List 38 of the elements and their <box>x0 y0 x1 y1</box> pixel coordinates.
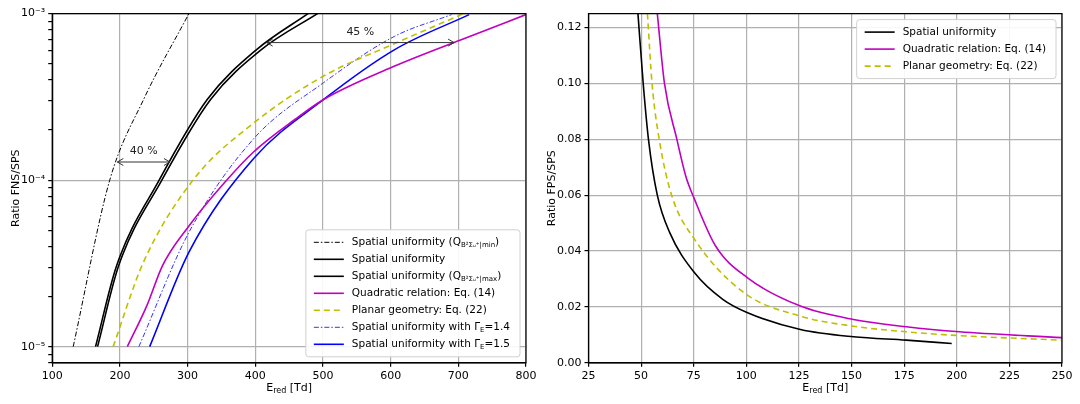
y-tick-label: 10⁻⁵ <box>20 339 46 353</box>
y-tick-label: 0.08 <box>556 132 582 146</box>
x-tick-label: 600 <box>380 369 402 383</box>
x-tick-label: 400 <box>244 369 266 383</box>
legend-label: Quadratic relation: Eq. (14) <box>351 286 496 299</box>
y-tick-label: 0.12 <box>556 20 582 34</box>
x-tick-label: 250 <box>1051 369 1073 383</box>
legend-label: Planar geometry: Eq. (22) <box>351 303 487 316</box>
x-tick-label: 100 <box>735 369 757 383</box>
x-tick-label: 700 <box>447 369 469 383</box>
x-tick-label: 800 <box>515 369 537 383</box>
y-tick-label: 10⁻³ <box>20 6 46 20</box>
x-tick-label: 75 <box>686 369 701 383</box>
x-tick-label: 200 <box>109 369 131 383</box>
legend-label: Spatial uniformity <box>351 252 446 265</box>
x-tick-label: 500 <box>312 369 334 383</box>
legend-label: Spatial uniformity <box>902 24 997 37</box>
y-tick-label: 0.06 <box>556 188 582 202</box>
x-tick-label: 125 <box>788 369 810 383</box>
y-tick-label: 0.10 <box>556 76 582 90</box>
annotation: 45 % <box>346 24 375 38</box>
x-tick-label: 175 <box>893 369 915 383</box>
y-tick-label: 0.04 <box>556 243 582 257</box>
legend-label: Planar geometry: Eq. (22) <box>902 58 1038 71</box>
y-axis-title: Ratio FNS/SPS <box>8 149 22 227</box>
x-tick-label: 25 <box>581 369 596 383</box>
annotation: 40 % <box>129 144 158 158</box>
y-tick-label: 0.02 <box>556 299 582 313</box>
x-tick-label: 50 <box>634 369 649 383</box>
y-tick-label: 10⁻⁴ <box>20 172 46 186</box>
x-tick-label: 300 <box>177 369 199 383</box>
y-axis-title: Ratio FPS/SPS <box>544 150 558 227</box>
x-tick-label: 200 <box>946 369 968 383</box>
legend-label: Quadratic relation: Eq. (14) <box>902 41 1047 54</box>
y-tick-label: 0.00 <box>556 355 582 369</box>
x-tick-label: 150 <box>841 369 863 383</box>
x-tick-label: 225 <box>998 369 1020 383</box>
x-tick-label: 100 <box>41 369 63 383</box>
